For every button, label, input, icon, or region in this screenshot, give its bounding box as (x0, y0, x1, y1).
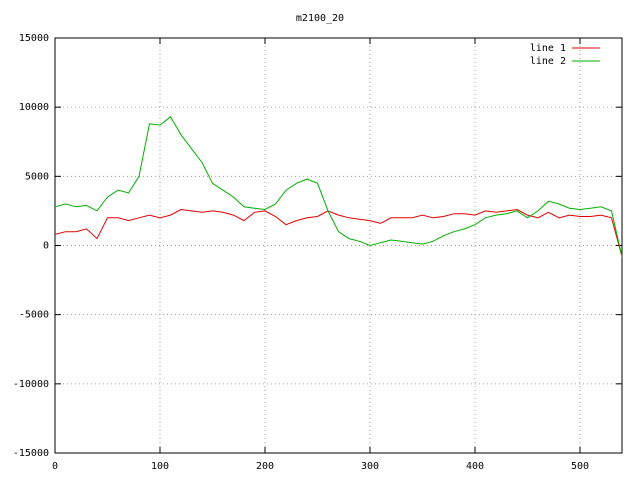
x-tick-label: 0 (52, 461, 58, 472)
y-tick-label: 5000 (25, 171, 49, 182)
y-tick-label: 0 (43, 241, 49, 252)
x-tick-label: 400 (466, 461, 484, 472)
x-tick-label: 100 (151, 461, 169, 472)
x-tick-label: 200 (256, 461, 274, 472)
x-tick-label: 500 (571, 461, 589, 472)
x-tick-label: 300 (361, 461, 379, 472)
y-tick-label: -15000 (13, 448, 49, 459)
legend-label: line 2 (530, 56, 566, 67)
y-tick-label: 10000 (19, 102, 49, 113)
legend-label: line 1 (530, 43, 566, 54)
y-tick-label: 15000 (19, 33, 49, 44)
data-line (54, 116, 623, 257)
plot-frame (54, 37, 623, 454)
data-line (54, 208, 623, 257)
chart-title: m2100_20 (296, 13, 344, 24)
y-tick-label: -5000 (19, 310, 49, 321)
y-tick-label: -10000 (13, 379, 49, 390)
